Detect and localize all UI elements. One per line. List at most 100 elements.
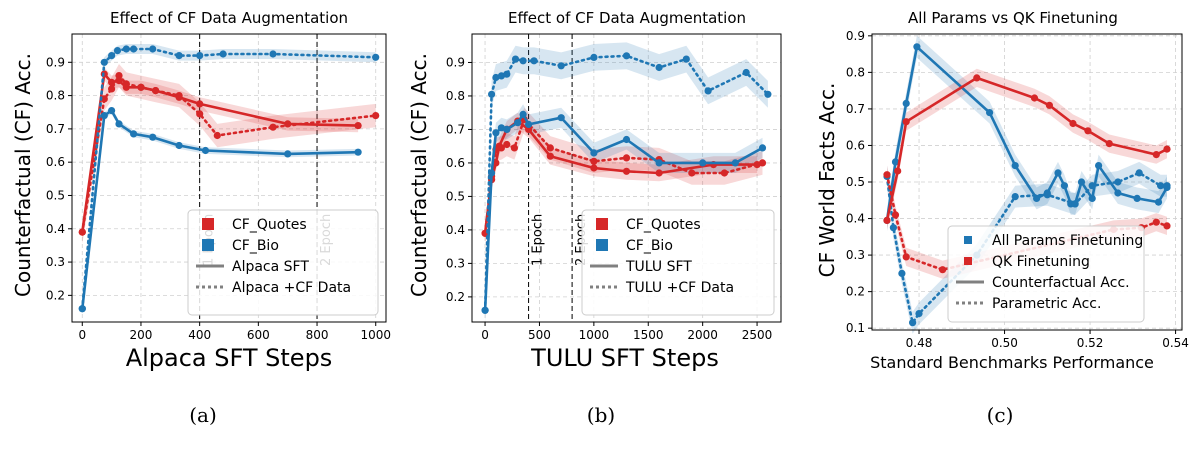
data-point [269, 50, 277, 58]
panel-c: All Params vs QK Finetuning CF World Fac… [815, 9, 1189, 372]
data-point [915, 310, 923, 318]
data-point [764, 90, 772, 98]
data-point [511, 55, 520, 63]
data-point [175, 52, 183, 60]
data-point [372, 53, 380, 61]
series-band [485, 104, 763, 321]
data-point [894, 167, 902, 175]
data-point [514, 119, 522, 127]
data-point [546, 144, 554, 152]
data-point [525, 120, 533, 128]
legend-label: Counterfactual Acc. [992, 275, 1130, 291]
x-tick-label: 2500 [742, 328, 773, 342]
data-point [1133, 194, 1141, 202]
data-point [1060, 182, 1068, 190]
data-point [622, 52, 631, 60]
x-tick-label: 0.52 [1077, 336, 1104, 350]
legend: All Params Finetuning QK Finetuning Counte… [947, 225, 1145, 323]
data-point [1077, 178, 1086, 186]
data-point [682, 55, 690, 63]
x-tick-label: 1500 [633, 328, 664, 342]
data-point [284, 150, 292, 158]
data-point [201, 146, 210, 155]
data-point [590, 164, 598, 172]
panel-a: Effect of CF Data Augmentation Counterfa… [11, 9, 391, 372]
y-tick-label: 0.8 [846, 65, 865, 79]
series-band [485, 112, 758, 242]
data-point [372, 112, 380, 120]
data-point [699, 159, 707, 167]
y-tick-label: 0.8 [46, 89, 65, 103]
data-point [122, 45, 130, 53]
data-point [1088, 194, 1096, 202]
data-point [78, 228, 86, 236]
caption-b: (b) [587, 403, 615, 427]
data-point [519, 57, 527, 65]
y-axis-label: CF World Facts Acc. [815, 83, 839, 278]
data-point [100, 58, 108, 66]
y-tick-label: 0.4 [446, 223, 465, 237]
data-point [108, 52, 116, 60]
data-point [902, 118, 910, 126]
legend-label: Alpaca SFT [232, 259, 309, 275]
y-tick-label: 0.9 [46, 55, 65, 69]
data-point [557, 62, 565, 70]
data-point [497, 72, 505, 80]
legend-label: CF_Bio [232, 238, 279, 254]
legend: CF_Quotes CF_Bio Alpaca SFT Alpaca +CF Data [187, 209, 379, 316]
chart-title: Effect of CF Data Augmentation [508, 9, 746, 27]
data-point [219, 50, 227, 58]
axes-frame [71, 33, 387, 323]
x-tick-label: 1000 [360, 328, 391, 342]
data-point [492, 73, 500, 82]
y-tick-label: 0.2 [46, 288, 65, 302]
y-tick-label: 0.9 [846, 29, 865, 43]
x-tick-label: 800 [306, 328, 329, 342]
caption-c: (c) [987, 403, 1014, 427]
data-point [883, 216, 891, 224]
data-point [655, 169, 663, 177]
data-point [149, 133, 157, 141]
x-axis-label: Standard Benchmarks Performance [870, 353, 1154, 372]
y-tick-label: 0.5 [846, 175, 865, 189]
data-point [1157, 182, 1165, 190]
data-point [503, 140, 511, 149]
data-point [530, 57, 538, 65]
x-tick-label: 600 [247, 328, 270, 342]
y-tick-label: 0.6 [446, 156, 465, 170]
data-point [137, 83, 145, 91]
data-point [1154, 198, 1163, 206]
y-tick-label: 0.1 [846, 321, 865, 335]
data-point [1163, 145, 1171, 153]
legend-label: CF_Quotes [232, 217, 307, 233]
y-tick-label: 0.6 [846, 138, 865, 152]
data-point [510, 144, 518, 152]
x-tick-label: 1000 [579, 328, 610, 342]
data-point [497, 124, 505, 132]
data-point [891, 158, 900, 166]
data-point [108, 107, 116, 115]
legend-label: QK Finetuning [992, 254, 1090, 270]
x-axis-label: Alpaca SFT Steps [126, 344, 333, 372]
data-point [590, 53, 598, 62]
chart-title: Effect of CF Data Augmentation [110, 9, 348, 27]
series-band [887, 68, 1167, 230]
x-tick-label: 0 [481, 328, 489, 342]
y-tick-label: 0.9 [446, 55, 465, 69]
data-point [889, 224, 898, 232]
data-point [1152, 218, 1160, 226]
data-point [742, 68, 750, 77]
x-tick-label: 0.50 [991, 336, 1018, 350]
data-point [688, 169, 696, 177]
data-point [213, 131, 221, 140]
axes-frame [871, 33, 1183, 331]
data-point [1163, 182, 1171, 190]
chart-title: All Params vs QK Finetuning [908, 9, 1118, 27]
data-point [354, 148, 362, 156]
y-tick-label: 0.2 [846, 285, 865, 299]
y-tick-label: 0.5 [446, 189, 465, 203]
data-point [1069, 119, 1077, 128]
data-point [519, 110, 527, 118]
data-point [100, 112, 108, 120]
